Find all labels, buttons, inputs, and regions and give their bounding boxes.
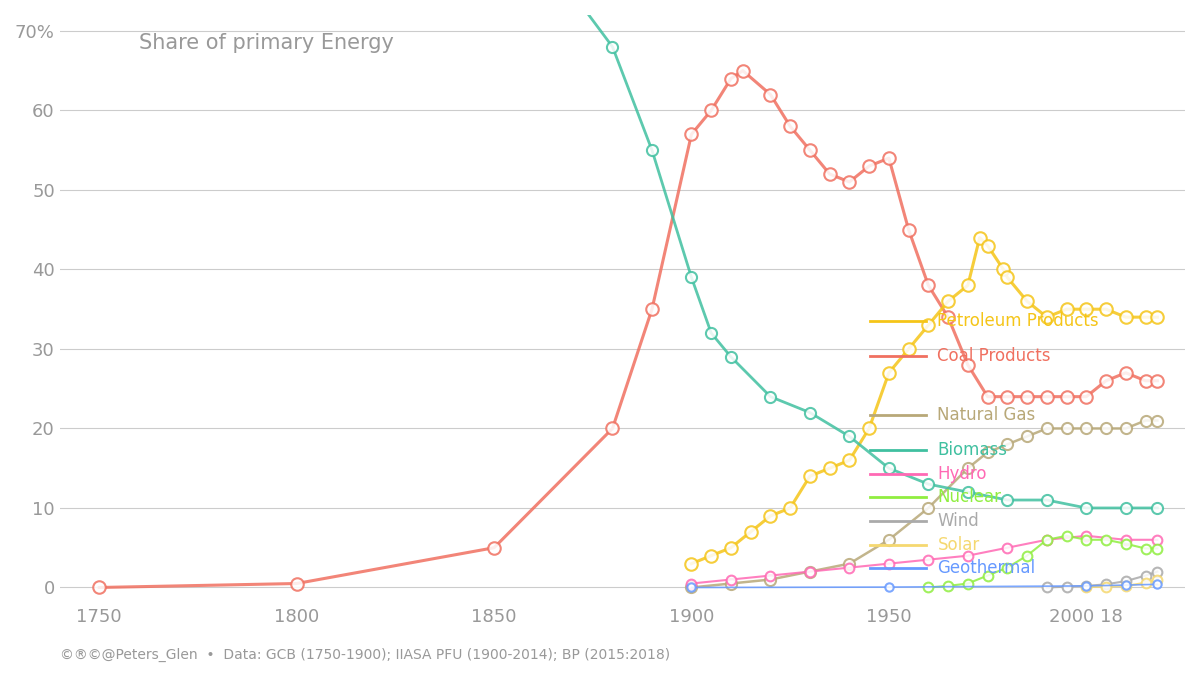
Text: Coal Products: Coal Products [937, 347, 1051, 365]
Text: Biomass: Biomass [937, 441, 1008, 460]
Text: Solar: Solar [937, 535, 979, 553]
Text: Petroleum Products: Petroleum Products [937, 312, 1099, 330]
Text: ©®©@Peters_Glen  •  Data: GCB (1750-1900); IIASA PFU (1900-2014); BP (2015:2018): ©®©@Peters_Glen • Data: GCB (1750-1900);… [60, 647, 670, 662]
Text: Natural Gas: Natural Gas [937, 406, 1036, 424]
Text: Share of primary Energy: Share of primary Energy [138, 32, 394, 53]
Text: Hydro: Hydro [937, 465, 986, 483]
Text: Nuclear: Nuclear [937, 489, 1002, 506]
Text: Geothermal: Geothermal [937, 559, 1036, 577]
Text: Wind: Wind [937, 512, 979, 530]
